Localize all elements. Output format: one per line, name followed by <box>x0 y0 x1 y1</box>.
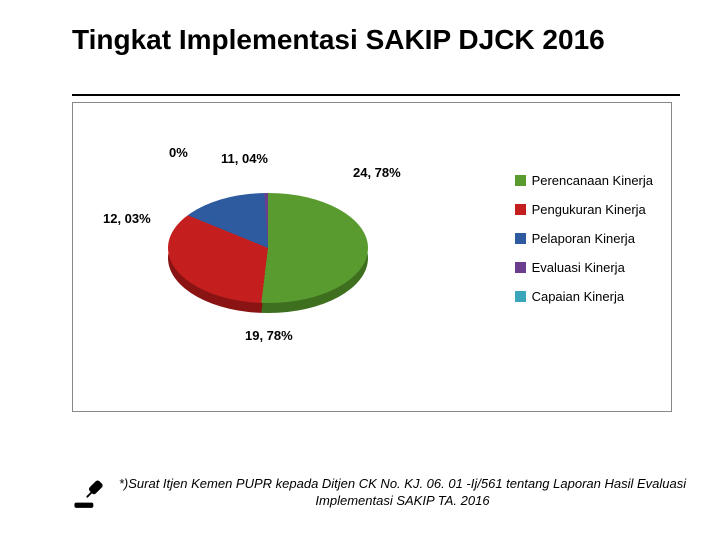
data-label-evaluasi: 11, 04% <box>221 151 268 166</box>
legend-swatch <box>515 204 526 215</box>
footer-note: *)Surat Itjen Kemen PUPR kepada Ditjen C… <box>115 475 690 510</box>
pie-chart-container: 24, 78% 19, 78% 12, 03% 11, 04% 0% Peren… <box>72 102 672 412</box>
legend-label: Evaluasi Kinerja <box>532 260 625 275</box>
legend: Perencanaan Kinerja Pengukuran Kinerja P… <box>515 173 653 318</box>
data-label-capaian: 0% <box>169 145 188 160</box>
legend-item: Capaian Kinerja <box>515 289 653 304</box>
page-title: Tingkat Implementasi SAKIP DJCK 2016 <box>72 24 680 56</box>
legend-label: Capaian Kinerja <box>532 289 625 304</box>
legend-swatch <box>515 175 526 186</box>
legend-item: Pengukuran Kinerja <box>515 202 653 217</box>
legend-swatch <box>515 262 526 273</box>
data-label-pengukuran: 19, 78% <box>245 328 293 343</box>
gavel-icon <box>72 478 106 512</box>
legend-item: Evaluasi Kinerja <box>515 260 653 275</box>
data-label-pelaporan: 12, 03% <box>103 211 151 226</box>
legend-label: Perencanaan Kinerja <box>532 173 653 188</box>
legend-item: Pelaporan Kinerja <box>515 231 653 246</box>
pie-top <box>168 193 368 303</box>
legend-item: Perencanaan Kinerja <box>515 173 653 188</box>
legend-swatch <box>515 291 526 302</box>
legend-label: Pelaporan Kinerja <box>532 231 635 246</box>
data-label-perencanaan: 24, 78% <box>353 165 401 180</box>
legend-swatch <box>515 233 526 244</box>
title-underline <box>72 94 680 96</box>
legend-label: Pengukuran Kinerja <box>532 202 646 217</box>
pie-chart <box>168 193 368 393</box>
